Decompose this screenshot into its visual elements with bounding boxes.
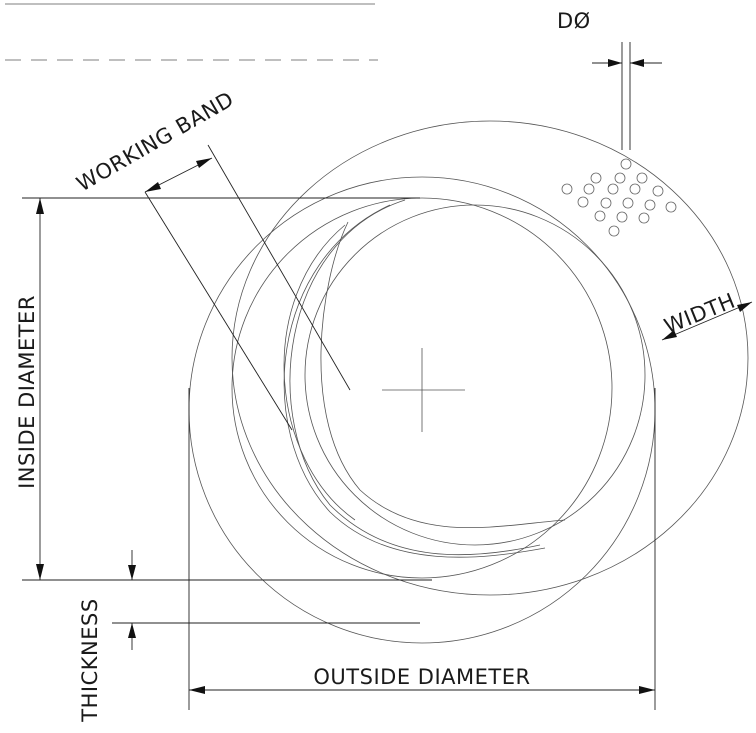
working-band-label: WORKING BAND	[73, 87, 238, 196]
hole	[636, 172, 648, 184]
dimension-line	[661, 301, 753, 341]
hole	[590, 172, 602, 184]
hole	[594, 210, 606, 222]
arrowhead	[128, 623, 136, 638]
hole	[665, 201, 677, 213]
thickness-dimension: THICKNESS	[78, 550, 420, 723]
bore-circle	[304, 204, 646, 546]
hole	[561, 183, 573, 195]
arrowhead	[630, 59, 644, 67]
arrowhead	[639, 686, 655, 694]
arrowhead	[36, 198, 44, 214]
hole-diameter-dimension: DØ	[557, 9, 662, 150]
hole	[600, 197, 612, 209]
hole	[607, 183, 619, 195]
hole	[644, 199, 656, 211]
arrowhead	[145, 182, 161, 192]
hole	[620, 158, 632, 170]
hole	[652, 185, 664, 197]
bushing-back-face	[231, 120, 749, 596]
hole	[583, 183, 595, 195]
working-band-dimension: WORKING BAND	[73, 87, 351, 431]
inside-diameter-dimension: INSIDE DIAMETER	[15, 197, 432, 581]
width-dimension: WIDTH	[661, 289, 753, 341]
arrowhead	[196, 158, 212, 168]
working-band-crescent-mid	[283, 204, 546, 558]
arrowhead	[128, 565, 136, 580]
working-band-crescent-outer	[289, 199, 541, 556]
arrowhead	[737, 302, 752, 312]
inside-diameter-label: INSIDE DIAMETER	[15, 295, 39, 489]
hole	[616, 211, 628, 223]
arrowhead	[36, 564, 44, 580]
hole	[608, 225, 620, 237]
width-label: WIDTH	[661, 289, 739, 339]
bushing-front-inner-circle	[231, 197, 613, 579]
hole-diameter-label: DØ	[557, 9, 591, 33]
arrowhead	[608, 59, 622, 67]
hole	[614, 172, 626, 184]
working-band-edge	[283, 224, 356, 521]
extension-line	[144, 191, 293, 431]
hole	[629, 183, 641, 195]
arrowhead	[189, 686, 205, 694]
working-band-crescent-inner	[320, 221, 566, 529]
outside-diameter-dimension: OUTSIDE DIAMETER	[188, 388, 656, 710]
lubrication-holes	[561, 158, 677, 237]
extension-line	[207, 144, 351, 391]
thickness-label: THICKNESS	[78, 598, 102, 722]
hole	[577, 196, 589, 208]
hole	[622, 197, 634, 209]
outside-diameter-label: OUTSIDE DIAMETER	[313, 665, 530, 689]
arrowhead	[662, 330, 677, 340]
hole	[638, 212, 650, 224]
